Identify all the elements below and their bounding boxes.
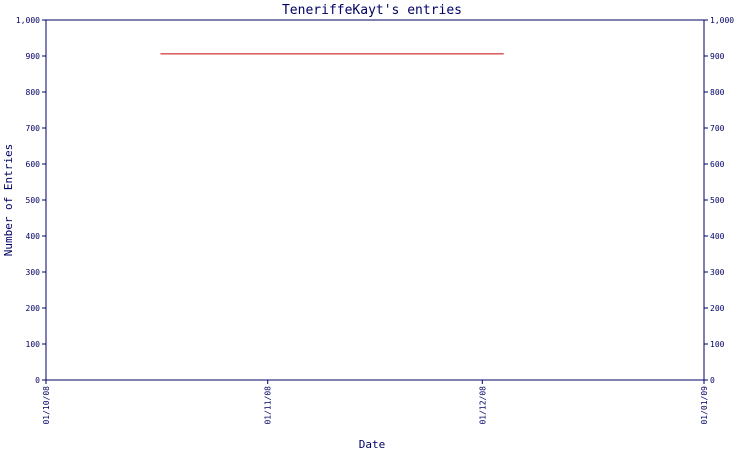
chart-title: TeneriffeKayt's entries	[282, 3, 462, 18]
y-tick-label-right: 900	[710, 52, 725, 61]
x-tick-label: 01/11/08	[264, 386, 273, 425]
y-tick-label-right: 400	[710, 232, 725, 241]
y-tick-label-right: 0	[710, 376, 715, 385]
y-tick-label-left: 300	[26, 268, 41, 277]
y-tick-label-right: 600	[710, 160, 725, 169]
y-tick-label-left: 100	[26, 340, 41, 349]
y-tick-label-left: 500	[26, 196, 41, 205]
y-tick-label-right: 800	[710, 88, 725, 97]
x-tick-label: 01/12/08	[478, 386, 487, 425]
y-tick-label-left: 800	[26, 88, 41, 97]
plot-area: 0 0 100 100 200 200 300 300 400 400 500 500 600 600 70…	[16, 16, 734, 425]
y-tick-label-left: 200	[26, 304, 41, 313]
y-tick-label-right: 700	[710, 124, 725, 133]
y-tick-label-right: 300	[710, 268, 725, 277]
y-tick-label-right: 200	[710, 304, 725, 313]
y-tick-label-right: 500	[710, 196, 725, 205]
x-tick-label: 01/01/09	[700, 386, 709, 425]
y-tick-label-left: 400	[26, 232, 41, 241]
y-tick-label-left: 900	[26, 52, 41, 61]
y-tick-label-left: 1,000	[16, 16, 40, 25]
x-tick-label: 01/10/08	[42, 386, 51, 425]
y-tick-label-right: 100	[710, 340, 725, 349]
y-tick-label-left: 600	[26, 160, 41, 169]
x-axis-label: Date	[359, 438, 386, 450]
y-tick-label-right: 1,000	[710, 16, 734, 25]
y-tick-label-left: 700	[26, 124, 41, 133]
y-axis-label: Number of Entries	[2, 144, 15, 257]
plot-frame	[45, 19, 705, 381]
y-tick-label-left: 0	[35, 376, 40, 385]
